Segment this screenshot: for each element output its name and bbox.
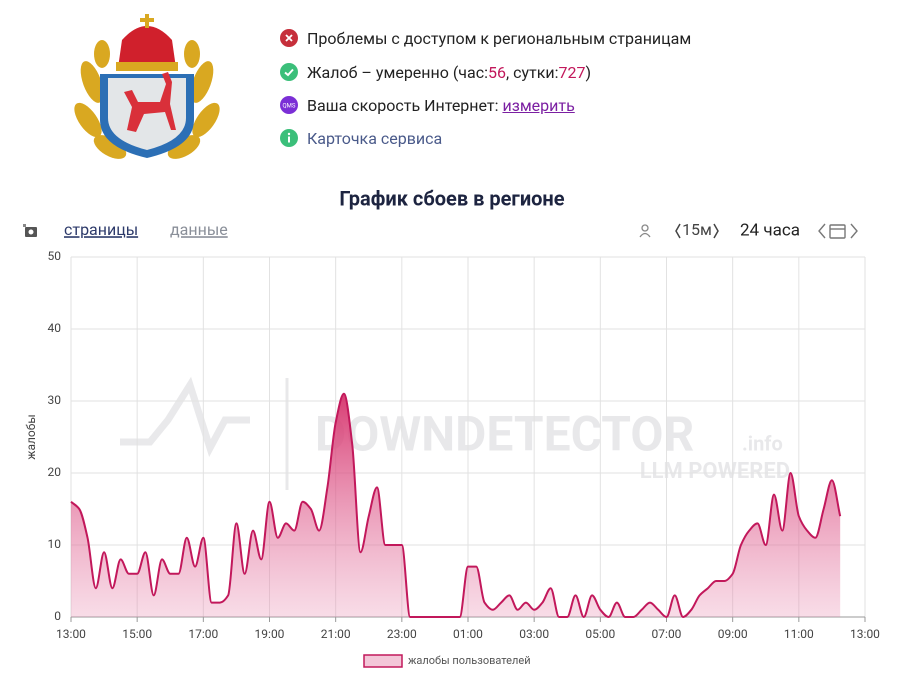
status-row: Проблемы с доступом к региональным стран… <box>280 26 691 50</box>
y-axis-label: жалобы <box>24 414 38 459</box>
x-tick-label: 03:00 <box>519 627 549 641</box>
hour-count: 56 <box>487 62 506 82</box>
watermark-pulse <box>120 376 250 457</box>
service-card-link[interactable]: Карточка сервиса <box>307 128 443 148</box>
watermark-brand: DOWNDETECTOR <box>315 406 694 463</box>
status-text: Проблемы с доступом к региональным стран… <box>307 28 692 48</box>
x-tick-label: 21:00 <box>321 627 351 641</box>
x-tick-label: 05:00 <box>585 627 615 641</box>
qms-label: QMS <box>283 103 296 110</box>
watermark-suffix: .info <box>742 431 783 455</box>
y-tick-label: 30 <box>48 393 62 407</box>
area <box>71 393 841 617</box>
qms-icon: QMS <box>280 96 298 114</box>
legend-swatch <box>363 654 403 668</box>
chart-title: График сбоев в регионе <box>339 186 564 210</box>
plot: DOWNDETECTOR .info LLM POWERED 0 10 20 30 40 50 ж… <box>24 249 880 668</box>
x-tick-label: 11:00 <box>784 627 814 641</box>
status-row: QMS Ваша скорость Интернет: измерить <box>280 93 575 117</box>
ok-icon <box>280 63 298 81</box>
camera-icon <box>23 224 37 237</box>
x-tick-label: 15:00 <box>122 627 152 641</box>
status-text: Ваша скорость Интернет: <box>307 95 499 115</box>
day-count: 727 <box>558 62 586 82</box>
status-text: , сутки: <box>505 62 559 82</box>
status-text: ) <box>585 62 592 82</box>
header: Проблемы с доступом к региональным стран… <box>0 0 904 180</box>
legend-label: жалобы пользователей <box>408 654 531 667</box>
y-tick-label: 0 <box>54 609 61 623</box>
x-tick-label: 07:00 <box>652 627 682 641</box>
watermark: DOWNDETECTOR .info LLM POWERED <box>120 376 790 490</box>
status-text: Жалоб – умеренно (час: <box>307 62 488 82</box>
y-tick-label: 50 <box>48 249 62 263</box>
measure-link[interactable]: измерить <box>502 95 575 115</box>
tab-pages[interactable]: страницы <box>64 220 138 239</box>
user-icon <box>639 224 651 238</box>
x-tick-label: 13:00 <box>850 627 880 641</box>
x-tick-label: 01:00 <box>453 627 483 641</box>
x-tick-label: 17:00 <box>188 627 218 641</box>
y-tick-label: 20 <box>48 465 62 479</box>
status-row: Жалоб – умеренно (час: 56, сутки: 727) <box>280 60 591 84</box>
y-tick-label: 10 <box>48 537 62 551</box>
y-tick-label: 40 <box>48 321 62 335</box>
date-nav[interactable] <box>818 223 858 239</box>
x-tick-label: 23:00 <box>387 627 417 641</box>
status-row: Карточка сервиса <box>280 126 442 150</box>
x-tick-label: 13:00 <box>56 627 86 641</box>
line <box>70 392 842 619</box>
watermark-tagline: LLM POWERED <box>640 459 790 484</box>
tab-data[interactable]: данные <box>170 220 228 239</box>
interval[interactable]: 15м <box>682 220 712 239</box>
chart: График сбоев в регионе страницы данные 1… <box>23 186 880 668</box>
info-icon <box>280 129 298 147</box>
interval-chevrons[interactable] <box>675 223 719 239</box>
x-tick-label: 19:00 <box>255 627 285 641</box>
coat-of-arms <box>74 14 220 159</box>
range[interactable]: 24 часа <box>740 220 800 240</box>
x-tick-label: 09:00 <box>718 627 748 641</box>
error-icon <box>280 29 298 47</box>
